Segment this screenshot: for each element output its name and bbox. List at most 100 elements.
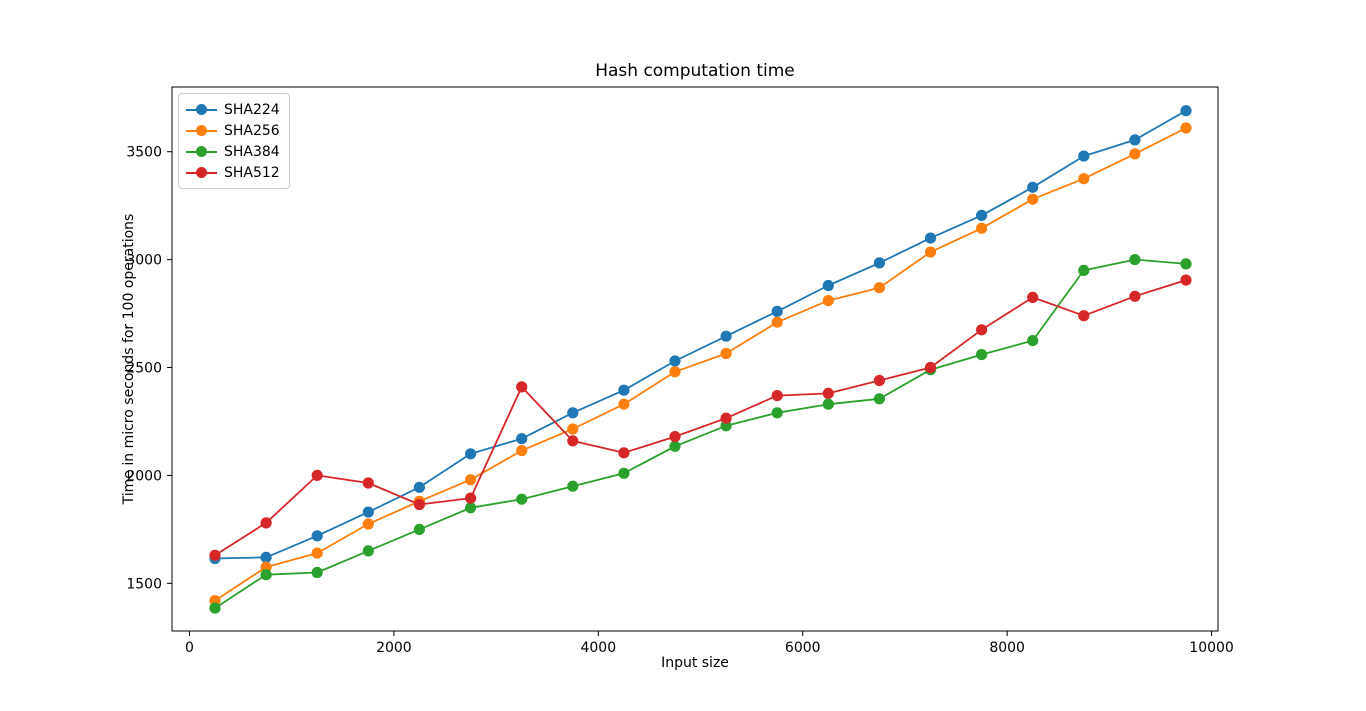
series-marker-SHA512 (1078, 310, 1090, 322)
series-marker-SHA512 (771, 390, 783, 402)
series-marker-SHA512 (618, 447, 630, 459)
series-marker-SHA256 (516, 445, 528, 457)
series-marker-SHA224 (771, 305, 783, 317)
x-tick-label: 4000 (580, 640, 616, 656)
series-marker-SHA512 (1129, 290, 1141, 302)
series-marker-SHA224 (873, 257, 886, 269)
series-marker-SHA224 (311, 530, 323, 542)
series-marker-SHA224 (618, 384, 630, 396)
series-marker-SHA224 (669, 355, 681, 367)
series-marker-SHA384 (209, 602, 221, 614)
legend-label: SHA256 (224, 122, 280, 139)
chart-title: Hash computation time (595, 61, 795, 81)
series-marker-SHA224 (822, 279, 834, 292)
series-marker-SHA512 (873, 374, 886, 387)
series-marker-SHA512 (1180, 274, 1192, 286)
series-marker-SHA256 (976, 222, 988, 234)
legend-item-SHA512: SHA512 (186, 162, 280, 183)
series-line-SHA256 (214, 127, 1187, 602)
series-marker-SHA512 (976, 324, 988, 336)
series-marker-SHA384 (669, 440, 681, 452)
series-marker-SHA512 (669, 431, 681, 443)
legend-label: SHA224 (224, 101, 280, 118)
series-marker-SHA224 (516, 433, 528, 445)
x-tick-label: 6000 (785, 640, 821, 656)
series-marker-SHA384 (771, 407, 783, 419)
series-marker-SHA256 (720, 347, 732, 360)
series-marker-SHA224 (1129, 134, 1141, 146)
series-line-SHA512 (214, 279, 1187, 557)
series-marker-SHA512 (413, 498, 425, 511)
series-marker-SHA224 (1027, 181, 1039, 193)
legend-label: SHA384 (224, 143, 280, 160)
series-marker-SHA256 (465, 474, 477, 486)
series-marker-SHA256 (362, 518, 374, 530)
series-marker-SHA224 (413, 481, 425, 493)
series-marker-SHA256 (1129, 148, 1141, 160)
series-marker-SHA256 (567, 423, 579, 435)
series-marker-SHA384 (465, 502, 477, 514)
legend-line-icon (186, 145, 217, 158)
series-marker-SHA224 (567, 407, 579, 419)
series-marker-SHA512 (516, 381, 528, 393)
series-marker-SHA512 (465, 492, 477, 504)
legend-line-icon (186, 124, 217, 137)
series-marker-SHA256 (311, 547, 323, 559)
series-line-SHA224 (214, 109, 1187, 560)
x-tick-label: 2000 (376, 640, 412, 656)
series-marker-SHA224 (976, 209, 988, 221)
y-tick-label: 1500 (126, 576, 162, 592)
legend-line-icon (186, 166, 217, 179)
series-marker-SHA224 (260, 551, 272, 564)
series-marker-SHA512 (720, 412, 732, 424)
series-marker-SHA256 (873, 282, 886, 294)
series-marker-SHA512 (260, 517, 272, 529)
y-tick-label: 2500 (126, 361, 162, 377)
series-marker-SHA384 (873, 393, 886, 405)
series-marker-SHA512 (1027, 291, 1039, 303)
series-marker-SHA384 (567, 480, 579, 492)
legend-item-SHA256: SHA256 (186, 120, 280, 141)
series-marker-SHA224 (1180, 105, 1192, 117)
series-marker-SHA256 (1078, 173, 1090, 185)
series-marker-SHA224 (924, 232, 937, 244)
series-marker-SHA384 (1027, 335, 1039, 347)
legend-line-icon (186, 103, 217, 116)
x-tick-label: 8000 (989, 640, 1025, 656)
y-tick-label: 3500 (126, 145, 162, 161)
series-marker-SHA384 (311, 566, 323, 579)
legend: SHA224 SHA256 SHA384 SHA512 (178, 93, 290, 189)
series-marker-SHA512 (362, 477, 374, 489)
axes-frame (171, 86, 1219, 632)
series-marker-SHA224 (465, 448, 477, 460)
series-marker-SHA384 (1180, 258, 1192, 270)
series-marker-SHA384 (413, 523, 425, 536)
series-marker-SHA384 (362, 545, 374, 557)
series-marker-SHA384 (516, 493, 528, 505)
series-marker-SHA384 (1078, 264, 1090, 276)
y-tick-label: 3000 (126, 253, 162, 269)
series-marker-SHA256 (669, 366, 681, 378)
series-marker-SHA384 (822, 398, 834, 410)
series-marker-SHA384 (260, 569, 272, 581)
series-marker-SHA256 (822, 295, 834, 307)
series-marker-SHA256 (924, 246, 937, 258)
series-marker-SHA256 (1180, 122, 1192, 134)
series-marker-SHA512 (924, 361, 937, 374)
series-marker-SHA256 (618, 398, 630, 410)
series-marker-SHA384 (1129, 254, 1141, 266)
x-tick-label: 10000 (1189, 640, 1234, 656)
series-marker-SHA512 (822, 387, 834, 399)
legend-item-SHA224: SHA224 (186, 99, 280, 120)
series-marker-SHA512 (311, 469, 323, 481)
y-axis-label: Time in micro seconds for 100 operations (121, 213, 137, 505)
series-marker-SHA256 (771, 316, 783, 328)
series-marker-SHA224 (1078, 150, 1090, 162)
legend-item-SHA384: SHA384 (186, 141, 280, 162)
series-marker-SHA224 (362, 506, 374, 518)
legend-label: SHA512 (224, 164, 280, 181)
series-marker-SHA384 (976, 349, 988, 361)
series-marker-SHA224 (720, 330, 732, 342)
